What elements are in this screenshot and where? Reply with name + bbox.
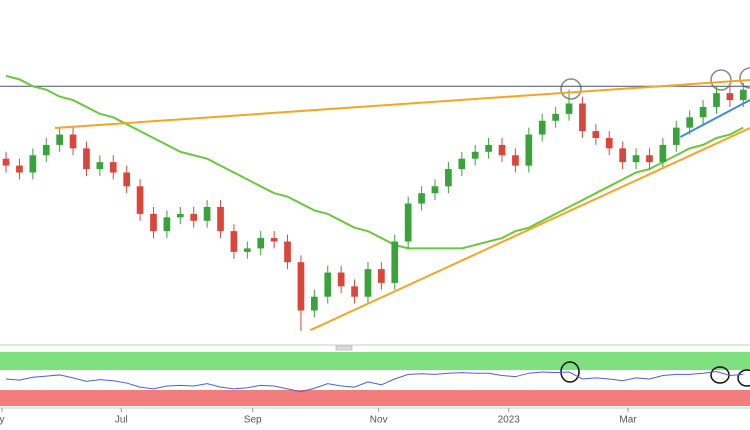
candle-body (538, 120, 546, 135)
candle-body (713, 93, 720, 107)
highlight-circle (560, 78, 582, 100)
oscillator-circle (737, 369, 750, 387)
candle-body (297, 262, 305, 311)
candle-body (257, 238, 265, 249)
x-tick-label: Nov (370, 415, 388, 426)
candle-body (699, 106, 707, 118)
moving-average (5, 74, 744, 250)
candle-body (498, 144, 506, 156)
candle-body (592, 131, 600, 138)
x-tick-label: Mar (619, 415, 637, 426)
candle-body (391, 241, 399, 283)
candle-body (485, 144, 492, 152)
candle-body (243, 248, 251, 252)
candle-body (42, 144, 50, 156)
candle-body (525, 134, 533, 166)
candle-body (378, 269, 385, 283)
candle-body (324, 272, 332, 297)
candle-body (230, 231, 238, 252)
candle-body (471, 151, 479, 159)
candle-body (565, 103, 573, 114)
candle-body (418, 193, 425, 204)
candle-body (163, 217, 171, 232)
candle-body (96, 162, 104, 170)
candle-body (659, 144, 667, 163)
candle-body (136, 186, 144, 214)
candle-body (404, 203, 412, 242)
candle-body (123, 172, 131, 187)
candle-body (431, 186, 439, 194)
candle-body (109, 162, 117, 173)
x-tick-label: 2023 (498, 415, 521, 426)
candle-body (176, 213, 184, 218)
candle-body (56, 134, 64, 145)
x-tick-label: Jul (115, 415, 128, 426)
candle-body (217, 207, 224, 232)
oscillator-line (5, 370, 744, 393)
candle-body (337, 272, 345, 287)
candle-body (579, 103, 586, 132)
candle-body (552, 113, 559, 121)
candle-body (672, 127, 680, 145)
candle-body (646, 155, 653, 163)
candle-body (458, 158, 466, 170)
candle-body (632, 155, 640, 163)
trendline (309, 127, 750, 332)
candle-body (686, 117, 694, 128)
candle-body (605, 138, 613, 149)
candle-body (270, 238, 278, 242)
candle-body (83, 148, 90, 170)
candle-body (284, 241, 291, 263)
candle-body (445, 169, 452, 187)
candle-body (2, 158, 10, 166)
oversold-zone (0, 390, 750, 406)
candle-body (364, 269, 372, 297)
candle-body (16, 165, 23, 173)
highlight-circles (560, 67, 750, 100)
candle-body (150, 213, 157, 232)
highlight-circle (739, 67, 750, 89)
highlight-circle (710, 69, 732, 91)
trendline (679, 99, 750, 138)
candle-body (512, 155, 519, 166)
candle-body (69, 134, 77, 149)
candle-body (726, 93, 734, 101)
candle-body (190, 213, 198, 221)
trendline (54, 79, 750, 129)
x-tick-label: Sep (244, 415, 262, 426)
candle-body (310, 296, 318, 311)
candle-body (29, 155, 37, 173)
panel-handle[interactable] (335, 345, 353, 351)
candle-body (351, 286, 358, 297)
candle-body (619, 148, 627, 163)
candle-body (739, 89, 747, 101)
overbought-zone (0, 352, 750, 370)
candle-body (203, 207, 211, 221)
x-tick-label: y (0, 415, 5, 426)
